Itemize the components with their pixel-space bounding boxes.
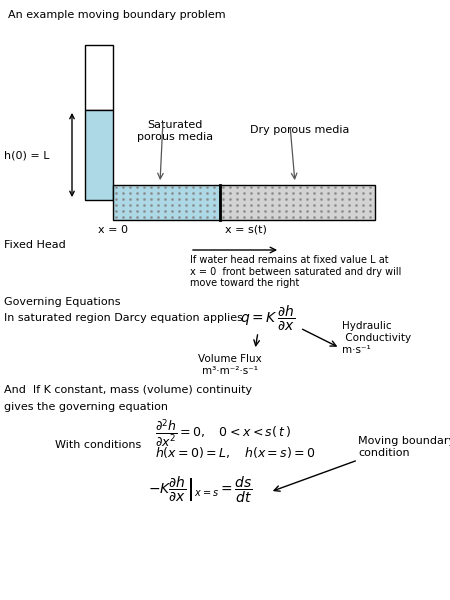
Text: Dry porous media: Dry porous media — [250, 125, 350, 135]
Bar — [113, 185, 220, 220]
Text: $h(x=0) = L,\quad h(x=s) = 0$: $h(x=0) = L,\quad h(x=s) = 0$ — [155, 445, 315, 460]
Text: An example moving boundary problem: An example moving boundary problem — [8, 10, 225, 20]
Text: If water head remains at fixed value L at
x = 0  front between saturated and dry: If water head remains at fixed value L a… — [190, 255, 401, 288]
Bar — [85, 45, 113, 110]
Text: Hydraulic
 Conductivity
m·s⁻¹: Hydraulic Conductivity m·s⁻¹ — [342, 322, 411, 355]
Bar — [85, 110, 113, 200]
Text: gives the governing equation: gives the governing equation — [4, 402, 168, 412]
Text: In saturated region Darcy equation applies: In saturated region Darcy equation appli… — [4, 313, 243, 323]
Bar — [220, 185, 375, 220]
Text: With conditions: With conditions — [55, 440, 141, 450]
Text: h(0) = L: h(0) = L — [4, 150, 50, 160]
Text: $q = K\,\dfrac{\partial h}{\partial x}$: $q = K\,\dfrac{\partial h}{\partial x}$ — [240, 304, 295, 332]
Text: x = s(t): x = s(t) — [225, 225, 267, 235]
Text: $-K\left.\dfrac{\partial h}{\partial x}\right|_{x=s} = \dfrac{ds}{dt}$: $-K\left.\dfrac{\partial h}{\partial x}\… — [148, 475, 253, 505]
Text: $\dfrac{\partial^2 h}{\partial x^2} = 0,\quad 0 < x < s(\,t\,)$: $\dfrac{\partial^2 h}{\partial x^2} = 0,… — [155, 417, 291, 449]
Text: x = 0: x = 0 — [98, 225, 128, 235]
Text: And  If K constant, mass (volume) continuity: And If K constant, mass (volume) continu… — [4, 385, 252, 395]
Text: Saturated
porous media: Saturated porous media — [137, 120, 213, 142]
Text: Volume Flux
m³·m⁻²·s⁻¹: Volume Flux m³·m⁻²·s⁻¹ — [198, 354, 262, 376]
Text: Governing Equations: Governing Equations — [4, 297, 121, 307]
Text: Moving boundary
condition: Moving boundary condition — [358, 436, 450, 458]
Text: Fixed Head: Fixed Head — [4, 240, 66, 250]
